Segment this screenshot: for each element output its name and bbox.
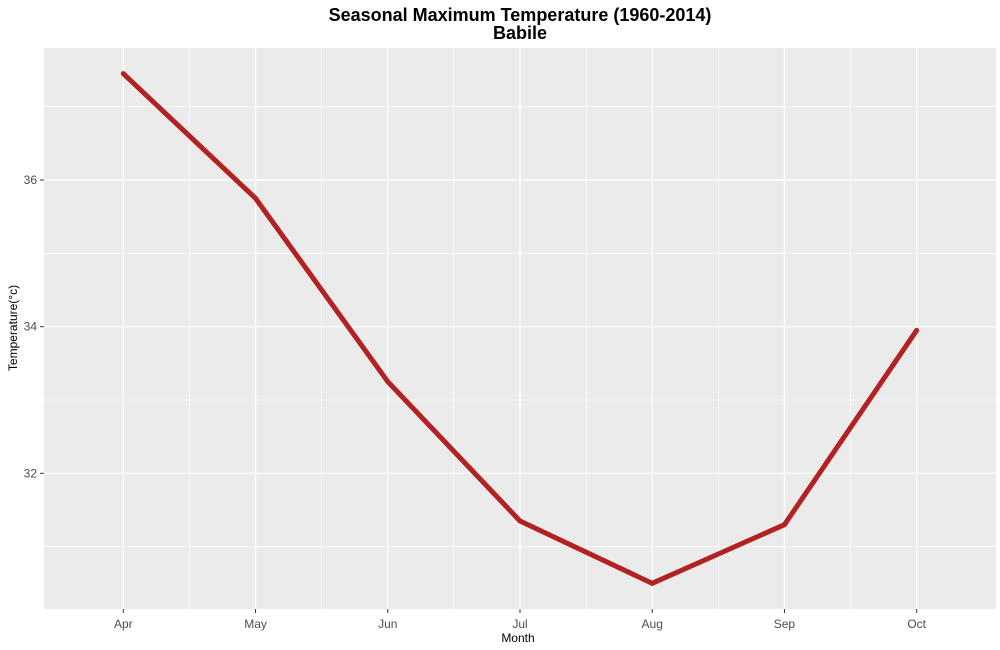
- grid-major: [44, 48, 996, 609]
- data-point: [649, 580, 655, 586]
- y-axis-title: Temperature(°c): [6, 285, 20, 371]
- data-point: [120, 71, 126, 77]
- x-tick-label: Aug: [642, 617, 663, 631]
- x-axis-title: Month: [501, 631, 534, 645]
- x-tick-label: May: [244, 617, 267, 631]
- x-tick-label: Apr: [114, 617, 133, 631]
- x-tick-label: Oct: [907, 617, 926, 631]
- data-points: [120, 71, 920, 586]
- data-point: [781, 522, 787, 528]
- x-axis-ticks: Apr May Jun Jul Aug Sep Oct: [114, 609, 927, 631]
- chart-title: Seasonal Maximum Temperature (1960-2014): [329, 5, 712, 25]
- x-tick-label: Jun: [378, 617, 397, 631]
- data-point: [517, 518, 523, 524]
- data-point: [253, 195, 259, 201]
- y-tick-label: 34: [24, 320, 38, 334]
- data-point: [385, 379, 391, 385]
- x-tick-label: Sep: [774, 617, 796, 631]
- data-point: [914, 327, 920, 333]
- y-tick-label: 32: [24, 466, 38, 480]
- y-tick-label: 36: [24, 173, 38, 187]
- y-axis-ticks: 32 34 36: [24, 173, 44, 480]
- chart-subtitle: Babile: [493, 23, 547, 43]
- x-tick-label: Jul: [512, 617, 527, 631]
